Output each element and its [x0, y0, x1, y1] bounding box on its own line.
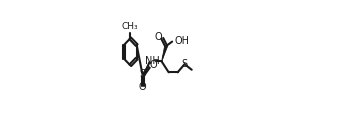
Text: OH: OH — [175, 36, 189, 46]
Text: O: O — [154, 32, 162, 42]
Text: CH₃: CH₃ — [122, 22, 139, 31]
Text: NH: NH — [145, 56, 159, 66]
Polygon shape — [162, 46, 167, 61]
Text: O: O — [139, 82, 146, 92]
Text: S: S — [139, 69, 145, 79]
Text: S: S — [182, 59, 188, 69]
Text: O: O — [149, 60, 157, 70]
